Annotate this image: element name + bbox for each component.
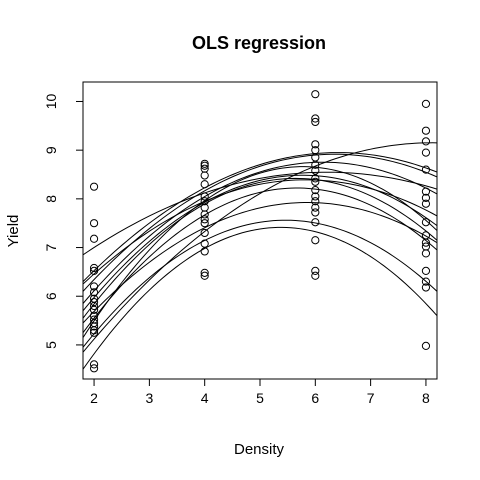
regression-curve bbox=[83, 187, 437, 334]
data-point bbox=[200, 247, 209, 256]
data-point bbox=[311, 140, 320, 149]
data-point bbox=[200, 268, 209, 277]
x-tick-label: 2 bbox=[90, 390, 98, 406]
data-point bbox=[311, 185, 320, 195]
data-point bbox=[89, 282, 99, 291]
data-point bbox=[311, 160, 320, 169]
data-point bbox=[421, 193, 431, 202]
data-points bbox=[89, 90, 431, 373]
data-point bbox=[200, 215, 209, 224]
x-tick-label: 8 bbox=[422, 390, 430, 406]
x-tick-label: 7 bbox=[367, 390, 375, 406]
chart-title: OLS regression bbox=[192, 33, 326, 53]
data-point bbox=[311, 174, 320, 183]
data-point bbox=[89, 263, 99, 273]
x-tick-label: 6 bbox=[311, 390, 319, 406]
regression-curve bbox=[83, 166, 437, 338]
data-point bbox=[89, 266, 99, 276]
data-point bbox=[421, 277, 431, 286]
data-point bbox=[311, 271, 320, 280]
data-point bbox=[421, 231, 431, 240]
data-point bbox=[200, 239, 209, 248]
y-axis: 5 6 7 8 9 10 bbox=[43, 93, 83, 349]
data-point bbox=[200, 192, 209, 201]
data-point bbox=[421, 187, 431, 196]
data-point bbox=[311, 90, 320, 99]
data-point bbox=[421, 148, 431, 157]
x-axis: 2 3 4 5 6 7 8 bbox=[90, 379, 430, 406]
y-tick-label: 7 bbox=[43, 243, 59, 251]
regression-curve bbox=[83, 201, 437, 324]
data-point bbox=[200, 171, 209, 180]
y-axis-label: Yield bbox=[5, 215, 22, 248]
data-point bbox=[311, 177, 320, 186]
data-point bbox=[421, 126, 431, 135]
data-point bbox=[421, 283, 431, 292]
data-point bbox=[200, 161, 209, 170]
regression-curve bbox=[83, 179, 437, 285]
regression-curves bbox=[83, 142, 437, 370]
data-point bbox=[89, 234, 99, 243]
regression-curve bbox=[83, 219, 437, 348]
data-point bbox=[89, 301, 99, 311]
data-point bbox=[89, 360, 99, 369]
data-point bbox=[200, 219, 209, 228]
data-point bbox=[421, 249, 431, 258]
data-point bbox=[421, 199, 431, 208]
y-tick-label: 5 bbox=[43, 341, 59, 349]
data-point bbox=[200, 271, 209, 280]
x-tick-label: 5 bbox=[256, 390, 264, 406]
y-tick-label: 10 bbox=[43, 93, 59, 109]
data-point bbox=[311, 117, 320, 127]
data-point bbox=[311, 114, 320, 123]
data-point bbox=[311, 166, 320, 175]
regression-curve bbox=[83, 171, 437, 256]
regression-curve bbox=[83, 177, 437, 319]
data-point bbox=[89, 219, 99, 228]
data-point bbox=[311, 266, 320, 276]
data-point bbox=[89, 328, 99, 337]
y-tick-label: 8 bbox=[43, 195, 59, 203]
regression-curve bbox=[83, 152, 437, 282]
data-point bbox=[89, 305, 99, 314]
data-point bbox=[89, 288, 99, 297]
data-point bbox=[421, 137, 431, 146]
data-point bbox=[200, 210, 209, 219]
data-point bbox=[421, 165, 431, 174]
x-tick-label: 3 bbox=[145, 390, 153, 406]
regression-curve bbox=[83, 153, 437, 292]
data-point bbox=[421, 99, 431, 109]
data-point bbox=[311, 192, 320, 201]
plot-frame bbox=[82, 81, 438, 380]
data-point bbox=[89, 182, 99, 191]
regression-curve bbox=[83, 161, 437, 304]
data-point bbox=[89, 297, 99, 307]
x-tick-label: 4 bbox=[201, 390, 209, 406]
data-point bbox=[200, 197, 209, 206]
data-point bbox=[311, 236, 320, 245]
data-point bbox=[311, 218, 320, 227]
y-tick-label: 9 bbox=[43, 146, 59, 154]
data-point bbox=[311, 203, 320, 212]
data-point bbox=[421, 266, 431, 276]
regression-curve bbox=[83, 142, 437, 353]
data-point bbox=[421, 238, 431, 247]
regression-curve bbox=[83, 174, 437, 312]
data-point bbox=[89, 322, 99, 331]
data-point bbox=[311, 208, 320, 217]
data-point bbox=[421, 218, 431, 227]
y-tick-label: 6 bbox=[43, 292, 59, 300]
data-point bbox=[89, 326, 99, 335]
x-axis-label: Density bbox=[234, 441, 285, 458]
data-point bbox=[89, 364, 99, 373]
data-point bbox=[421, 341, 431, 350]
data-point bbox=[200, 228, 209, 238]
data-point bbox=[200, 180, 209, 189]
regression-curve bbox=[83, 226, 437, 370]
data-point bbox=[311, 197, 320, 206]
